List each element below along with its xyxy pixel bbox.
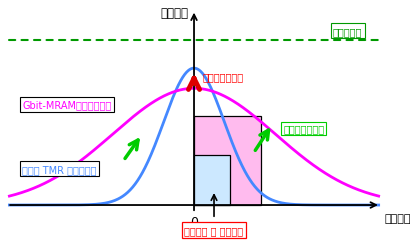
Bar <box>194 117 261 205</box>
Text: 理想の特性: 理想の特性 <box>332 27 361 37</box>
Text: 磁気抵抗の増大: 磁気抵抗の増大 <box>202 72 243 82</box>
Text: 印可電圧: 印可電圧 <box>383 213 410 223</box>
Text: 0: 0 <box>190 215 197 228</box>
Text: Gbit-MRAMに必要な特性: Gbit-MRAMに必要な特性 <box>22 100 112 110</box>
Text: 電圧特性の改善: 電圧特性の改善 <box>282 124 323 134</box>
Bar <box>194 156 230 205</box>
Text: 磁気抵抗: 磁気抵抗 <box>160 7 188 20</box>
Text: この面積 ＝ 出力電圧: この面積 ＝ 出力電圧 <box>184 225 243 235</box>
Text: 従来型 TMR 素子の特性: 従来型 TMR 素子の特性 <box>22 164 97 174</box>
